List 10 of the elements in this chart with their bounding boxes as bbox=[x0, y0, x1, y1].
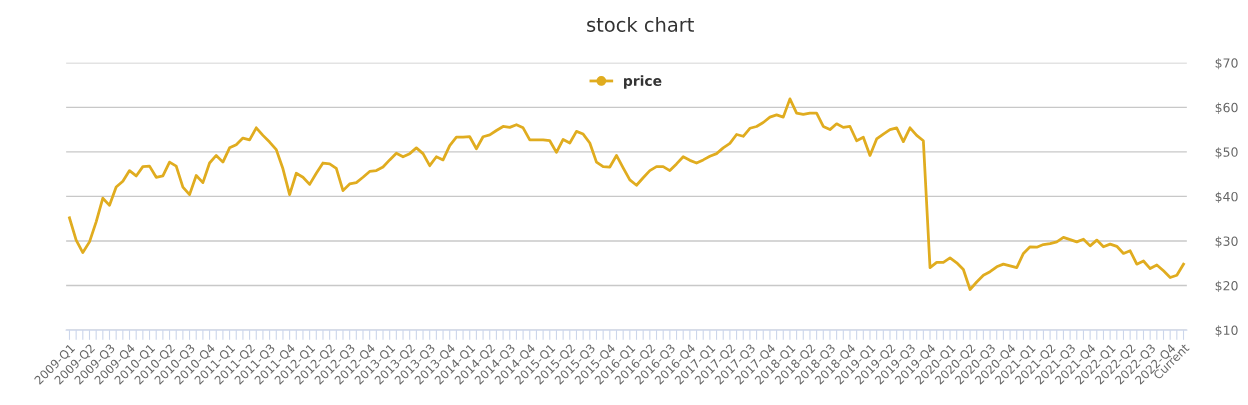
y-tick-label: $10 bbox=[1215, 325, 1238, 337]
legend-label: price bbox=[624, 75, 662, 89]
y-tick-label: $60 bbox=[1215, 102, 1238, 114]
y-tick-label: $50 bbox=[1215, 147, 1238, 159]
chart-title: stock chart bbox=[587, 16, 694, 32]
y-tick-label: $40 bbox=[1215, 191, 1238, 204]
y-tick-label: $30 bbox=[1215, 236, 1238, 248]
y-tick-label: $20 bbox=[1215, 280, 1238, 293]
line-series bbox=[68, 97, 1185, 291]
y-tick-label: $70 bbox=[1215, 58, 1238, 70]
